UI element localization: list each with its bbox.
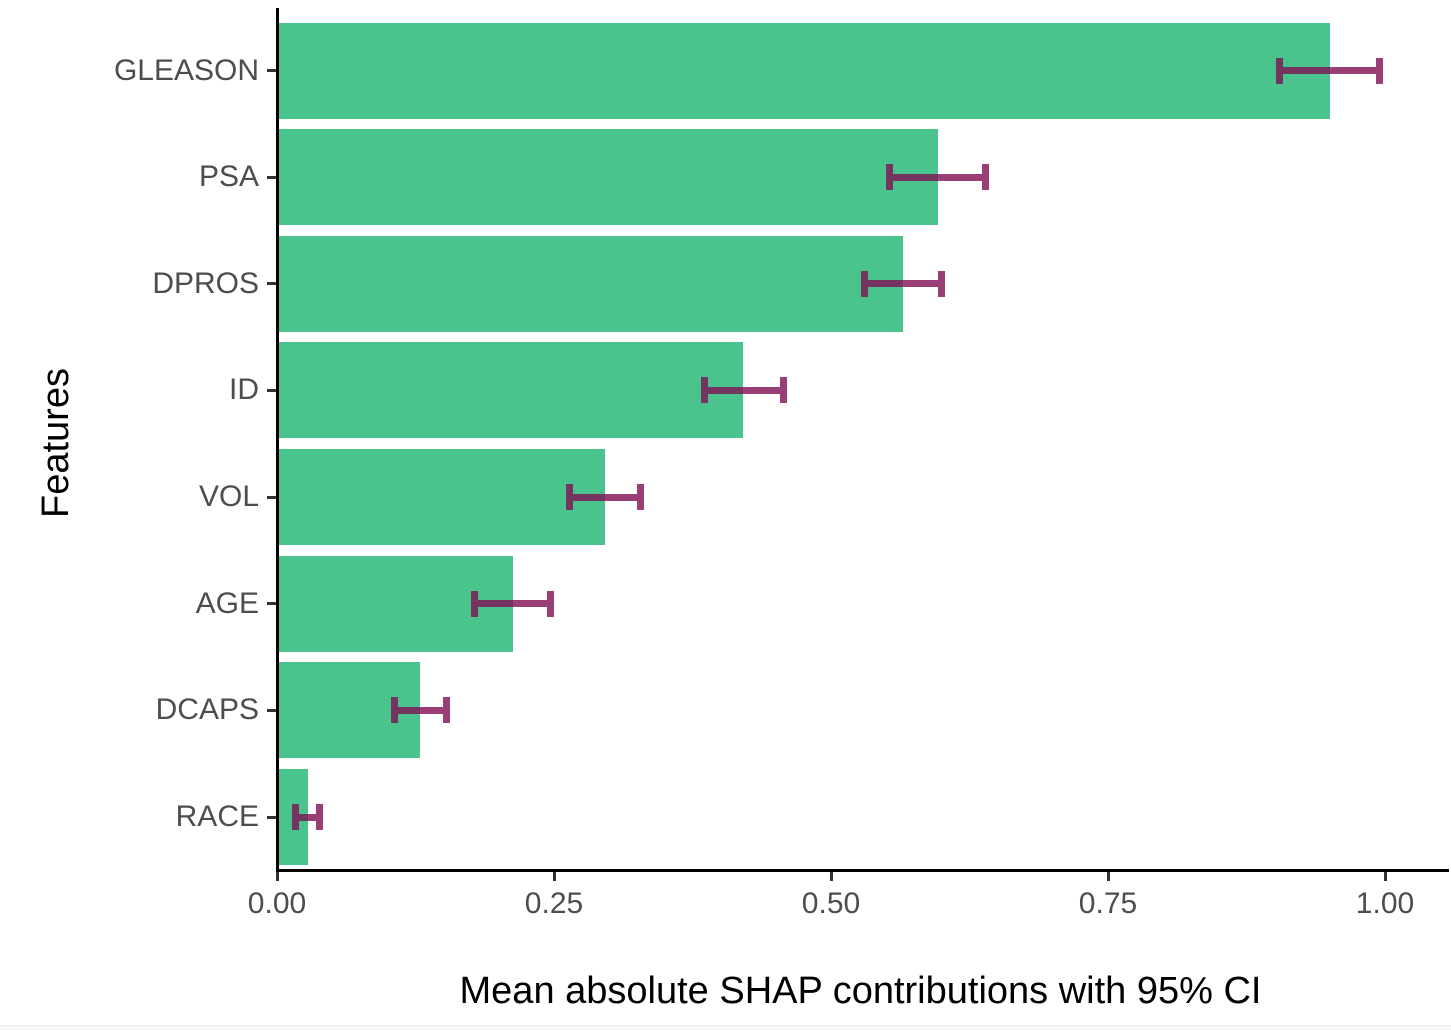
y-tick-label-dcaps: DCAPS (155, 693, 259, 727)
errorbar-cap-low (566, 484, 573, 511)
y-tick (266, 388, 276, 392)
y-tick-label-vol: VOL (198, 480, 259, 514)
errorbar-cap-low (1276, 57, 1284, 84)
errorbar-cap-high (443, 697, 451, 724)
bar-gleason (278, 22, 1330, 119)
errorbar-cap-high (547, 590, 555, 617)
bar-dpros (278, 235, 904, 332)
errorbar-cap-high (1375, 57, 1383, 84)
bar-id (278, 342, 744, 439)
y-axis-line (276, 8, 279, 872)
window-edge-strip (0, 1025, 1451, 1030)
x-tick-label: 0.75 (1078, 887, 1138, 920)
y-tick (266, 708, 276, 712)
y-tick-label-dpros: DPROS (152, 266, 259, 300)
errorbar-cap-low (701, 377, 709, 404)
y-tick (266, 175, 276, 179)
errorbar-line (704, 386, 784, 394)
errorbar-cap-high (938, 270, 946, 297)
y-tick-label-age: AGE (195, 586, 259, 620)
y-tick (266, 69, 276, 72)
errorbar-line (394, 706, 447, 714)
errorbar-line (864, 280, 942, 288)
y-tick-label-id: ID (229, 373, 259, 407)
y-tick (266, 602, 276, 606)
errorbar-cap-low (886, 164, 894, 191)
x-axis-line (276, 869, 1449, 872)
errorbar-cap-low (390, 697, 398, 724)
y-tick-label-psa: PSA (198, 160, 259, 194)
x-tick (1106, 872, 1110, 881)
x-tick-label: 0.50 (801, 887, 861, 920)
errorbar-line (889, 173, 985, 181)
errorbar-cap-low (860, 270, 868, 297)
x-tick (552, 872, 556, 881)
errorbar-cap-high (315, 804, 323, 831)
x-tick (1383, 872, 1387, 881)
y-tick (266, 282, 276, 286)
errorbar-line (569, 493, 641, 501)
y-tick-label-race: RACE (175, 800, 259, 834)
errorbar-line (1279, 67, 1380, 74)
x-tick-label: 1.00 (1355, 887, 1415, 920)
errorbar-cap-low (292, 804, 300, 831)
x-tick (275, 872, 279, 881)
errorbar-cap-low (470, 590, 478, 617)
y-tick-label-gleason: GLEASON (113, 53, 259, 87)
errorbar-line (295, 813, 320, 821)
errorbar-cap-high (636, 484, 644, 511)
x-tick (829, 872, 833, 881)
errorbar-cap-high (779, 377, 787, 404)
errorbar-line (474, 600, 551, 608)
bar-vol (278, 449, 605, 546)
x-tick-label: 0.00 (247, 887, 307, 920)
bar-psa (278, 129, 939, 226)
y-tick (266, 495, 276, 499)
x-tick-label: 0.25 (524, 887, 584, 920)
errorbar-cap-high (981, 164, 989, 191)
y-tick (266, 815, 276, 819)
x-axis-title: Mean absolute SHAP contributions with 95… (459, 970, 1262, 1012)
